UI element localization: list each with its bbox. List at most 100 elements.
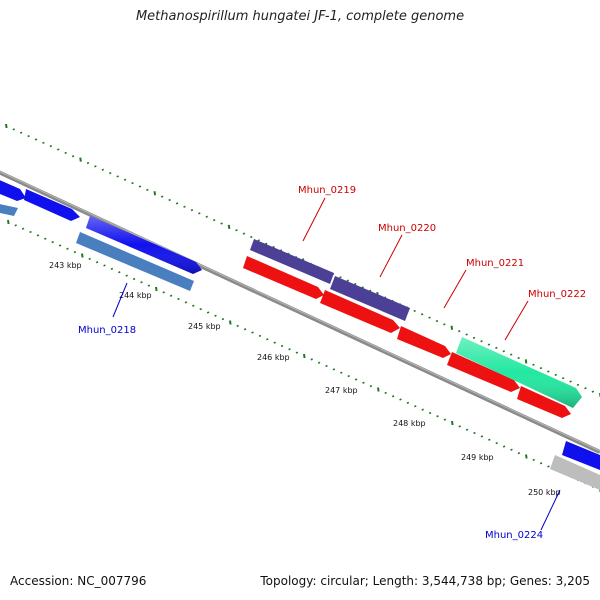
minor-tick (205, 215, 209, 218)
minor-tick (354, 378, 358, 381)
gene-feature-red[interactable] (243, 256, 324, 299)
minor-tick (21, 227, 25, 230)
minor-tick (236, 324, 239, 327)
minor-tick (116, 175, 119, 178)
minor-tick (435, 319, 439, 323)
gene-feature-red[interactable] (447, 352, 520, 392)
genome-backbone-highlight (0, 171, 600, 452)
minor-tick (212, 219, 216, 222)
minor-tick (406, 401, 410, 405)
minor-tick (86, 161, 90, 165)
minor-tick (487, 343, 491, 346)
gene-feature-red[interactable] (320, 290, 400, 333)
minor-tick (51, 240, 54, 244)
minor-tick (517, 356, 520, 360)
scale-label: 246 kbp (257, 353, 290, 362)
label-leader (379, 234, 403, 278)
major-tick (377, 387, 380, 392)
minor-tick (480, 435, 484, 438)
gene-feature-indigo[interactable] (250, 239, 334, 284)
gene-feature-blue[interactable] (0, 178, 26, 201)
minor-tick (147, 284, 151, 287)
minor-tick (517, 452, 521, 455)
gene-feature-red[interactable] (517, 386, 571, 418)
major-tick (229, 320, 232, 325)
minor-tick (34, 138, 38, 141)
scale-label: 243 kbp (49, 261, 82, 270)
minor-tick (436, 415, 439, 418)
minor-tick (27, 134, 30, 138)
minor-tick (332, 368, 336, 371)
gene-feature-blue[interactable] (24, 189, 80, 221)
label-leader (504, 300, 529, 341)
gene-feature-steel[interactable] (76, 232, 194, 291)
scale-label: 244 kbp (119, 291, 152, 300)
major-tick (7, 219, 10, 225)
minor-tick (162, 291, 165, 294)
minor-tick (220, 222, 223, 225)
gene-label-mhun-0220: Mhun_0220 (378, 223, 436, 234)
scale-label: 250 kbp (528, 488, 561, 497)
gene-label-mhun-0218: Mhun_0218 (78, 325, 136, 336)
gene-label-mhun-0219: Mhun_0219 (298, 185, 356, 196)
minor-tick (584, 387, 587, 390)
minor-tick (457, 329, 461, 333)
minor-tick (266, 338, 269, 341)
outer-tick-ring (5, 123, 600, 398)
minor-tick (532, 458, 535, 461)
minor-tick (288, 348, 291, 351)
inner-tick-ring (7, 219, 600, 493)
major-tick (303, 353, 306, 359)
minor-tick (177, 297, 180, 301)
major-tick (155, 286, 158, 292)
gene-feature-steel[interactable] (0, 203, 18, 216)
minor-tick (354, 282, 357, 286)
minor-tick (532, 363, 535, 366)
minor-tick (192, 304, 195, 307)
minor-tick (183, 205, 186, 208)
gene-feature-red[interactable] (397, 326, 451, 358)
accession-text: Accession: NC_007796 (10, 574, 147, 588)
minor-tick (547, 465, 550, 468)
minor-tick (36, 234, 40, 237)
map-title: Methanospirillum hungatei JF-1, complete… (135, 9, 465, 24)
minor-tick (118, 271, 121, 274)
gene-label-mhun-0224: Mhun_0224 (485, 530, 543, 541)
genome-summary-text: Topology: circular; Length: 3,544,738 bp… (260, 574, 590, 588)
minor-tick (547, 370, 550, 373)
genome-backbone (0, 170, 600, 454)
major-tick (227, 224, 231, 230)
minor-tick (19, 131, 23, 134)
minor-tick (391, 395, 395, 398)
minor-tick (29, 230, 32, 234)
scale-label: 249 kbp (461, 453, 494, 462)
gene-features (0, 178, 600, 490)
gene-feature-indigo[interactable] (330, 276, 410, 321)
minor-tick (480, 340, 483, 343)
gene-feature-blue[interactable] (562, 441, 600, 470)
minor-tick (369, 385, 373, 388)
minor-tick (101, 168, 105, 171)
minor-tick (169, 294, 173, 297)
minor-tick (317, 361, 321, 364)
gene-gloss (456, 337, 582, 408)
minor-tick (184, 301, 188, 304)
minor-tick (168, 198, 171, 202)
minor-tick (103, 264, 106, 267)
minor-tick (131, 182, 134, 185)
minor-tick (458, 425, 461, 428)
minor-tick (561, 377, 565, 380)
major-tick (81, 253, 84, 258)
minor-tick (64, 151, 67, 155)
minor-tick (198, 212, 201, 215)
minor-tick (509, 353, 513, 356)
gene-label-mhun-0222: Mhun_0222 (528, 289, 586, 300)
gene-feature-gray[interactable] (550, 455, 600, 490)
minor-tick (347, 374, 350, 378)
minor-tick (71, 155, 75, 158)
gene-labels: Mhun_0219 Mhun_0220 Mhun_0221 Mhun_0222 … (78, 185, 586, 541)
minor-tick (175, 202, 179, 205)
minor-tick (58, 244, 62, 247)
minor-tick (495, 441, 498, 445)
